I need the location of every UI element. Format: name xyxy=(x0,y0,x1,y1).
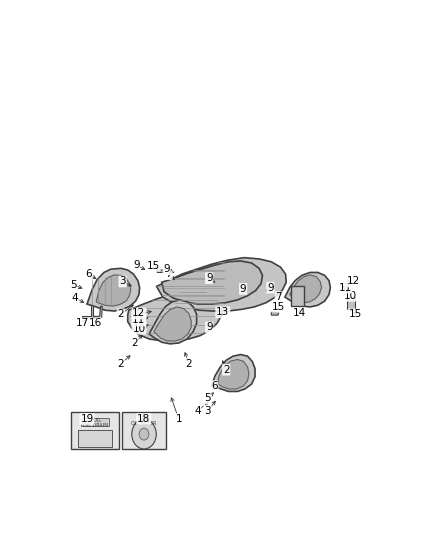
Polygon shape xyxy=(96,275,131,306)
Polygon shape xyxy=(285,272,330,307)
Text: 9: 9 xyxy=(240,284,247,294)
Polygon shape xyxy=(162,261,262,304)
Polygon shape xyxy=(128,290,222,341)
Bar xyxy=(347,297,355,309)
Text: 3: 3 xyxy=(119,277,126,286)
Bar xyxy=(78,430,113,447)
Text: 1: 1 xyxy=(175,414,182,424)
Bar xyxy=(81,418,109,426)
Text: 15: 15 xyxy=(349,309,362,319)
Bar xyxy=(71,412,119,449)
Text: 14: 14 xyxy=(293,309,307,319)
Text: 13: 13 xyxy=(216,307,230,317)
Polygon shape xyxy=(156,257,286,311)
Text: 7: 7 xyxy=(276,292,282,302)
Text: 10: 10 xyxy=(132,324,145,334)
Text: 2: 2 xyxy=(118,309,124,319)
Text: PLUG: PLUG xyxy=(138,416,150,421)
Text: 19: 19 xyxy=(80,414,94,424)
Text: 9: 9 xyxy=(206,273,212,283)
Text: 17: 17 xyxy=(76,318,89,328)
Text: 2: 2 xyxy=(131,338,138,348)
Text: 9: 9 xyxy=(133,260,140,270)
Text: PLUG: PLUG xyxy=(89,418,102,423)
Polygon shape xyxy=(217,359,249,389)
Text: 4: 4 xyxy=(194,406,201,416)
Text: 9: 9 xyxy=(163,264,170,274)
Text: 16: 16 xyxy=(89,318,102,328)
Text: 9: 9 xyxy=(206,322,212,333)
Text: 18: 18 xyxy=(137,414,150,424)
Text: 2: 2 xyxy=(223,365,230,375)
Text: 6: 6 xyxy=(211,381,218,391)
Text: 11: 11 xyxy=(338,282,352,293)
Text: 9: 9 xyxy=(267,282,274,293)
Polygon shape xyxy=(149,300,197,344)
Bar xyxy=(291,286,304,306)
Text: OIL DRAIN: OIL DRAIN xyxy=(83,423,108,428)
Polygon shape xyxy=(290,275,321,303)
Polygon shape xyxy=(157,270,165,272)
Text: 3: 3 xyxy=(204,406,211,416)
Text: 10: 10 xyxy=(343,291,357,301)
Text: 15: 15 xyxy=(272,302,286,312)
Text: 5: 5 xyxy=(70,280,77,290)
Text: 11: 11 xyxy=(132,316,145,326)
Text: 12: 12 xyxy=(132,309,145,319)
Polygon shape xyxy=(94,306,102,318)
Text: 12: 12 xyxy=(347,277,360,286)
Text: OIL FILTER: OIL FILTER xyxy=(131,421,157,426)
Polygon shape xyxy=(271,312,279,315)
Text: 2: 2 xyxy=(186,359,192,368)
Polygon shape xyxy=(87,268,140,311)
Polygon shape xyxy=(154,307,191,341)
Polygon shape xyxy=(82,305,93,318)
Text: 2: 2 xyxy=(118,359,124,368)
Circle shape xyxy=(132,419,156,449)
Text: 6: 6 xyxy=(85,269,92,279)
Text: 7: 7 xyxy=(165,269,172,279)
Bar xyxy=(122,412,166,449)
Text: 5: 5 xyxy=(204,393,211,403)
Circle shape xyxy=(139,428,149,440)
Text: 4: 4 xyxy=(72,293,78,303)
Polygon shape xyxy=(212,354,255,391)
Text: 15: 15 xyxy=(147,261,160,271)
